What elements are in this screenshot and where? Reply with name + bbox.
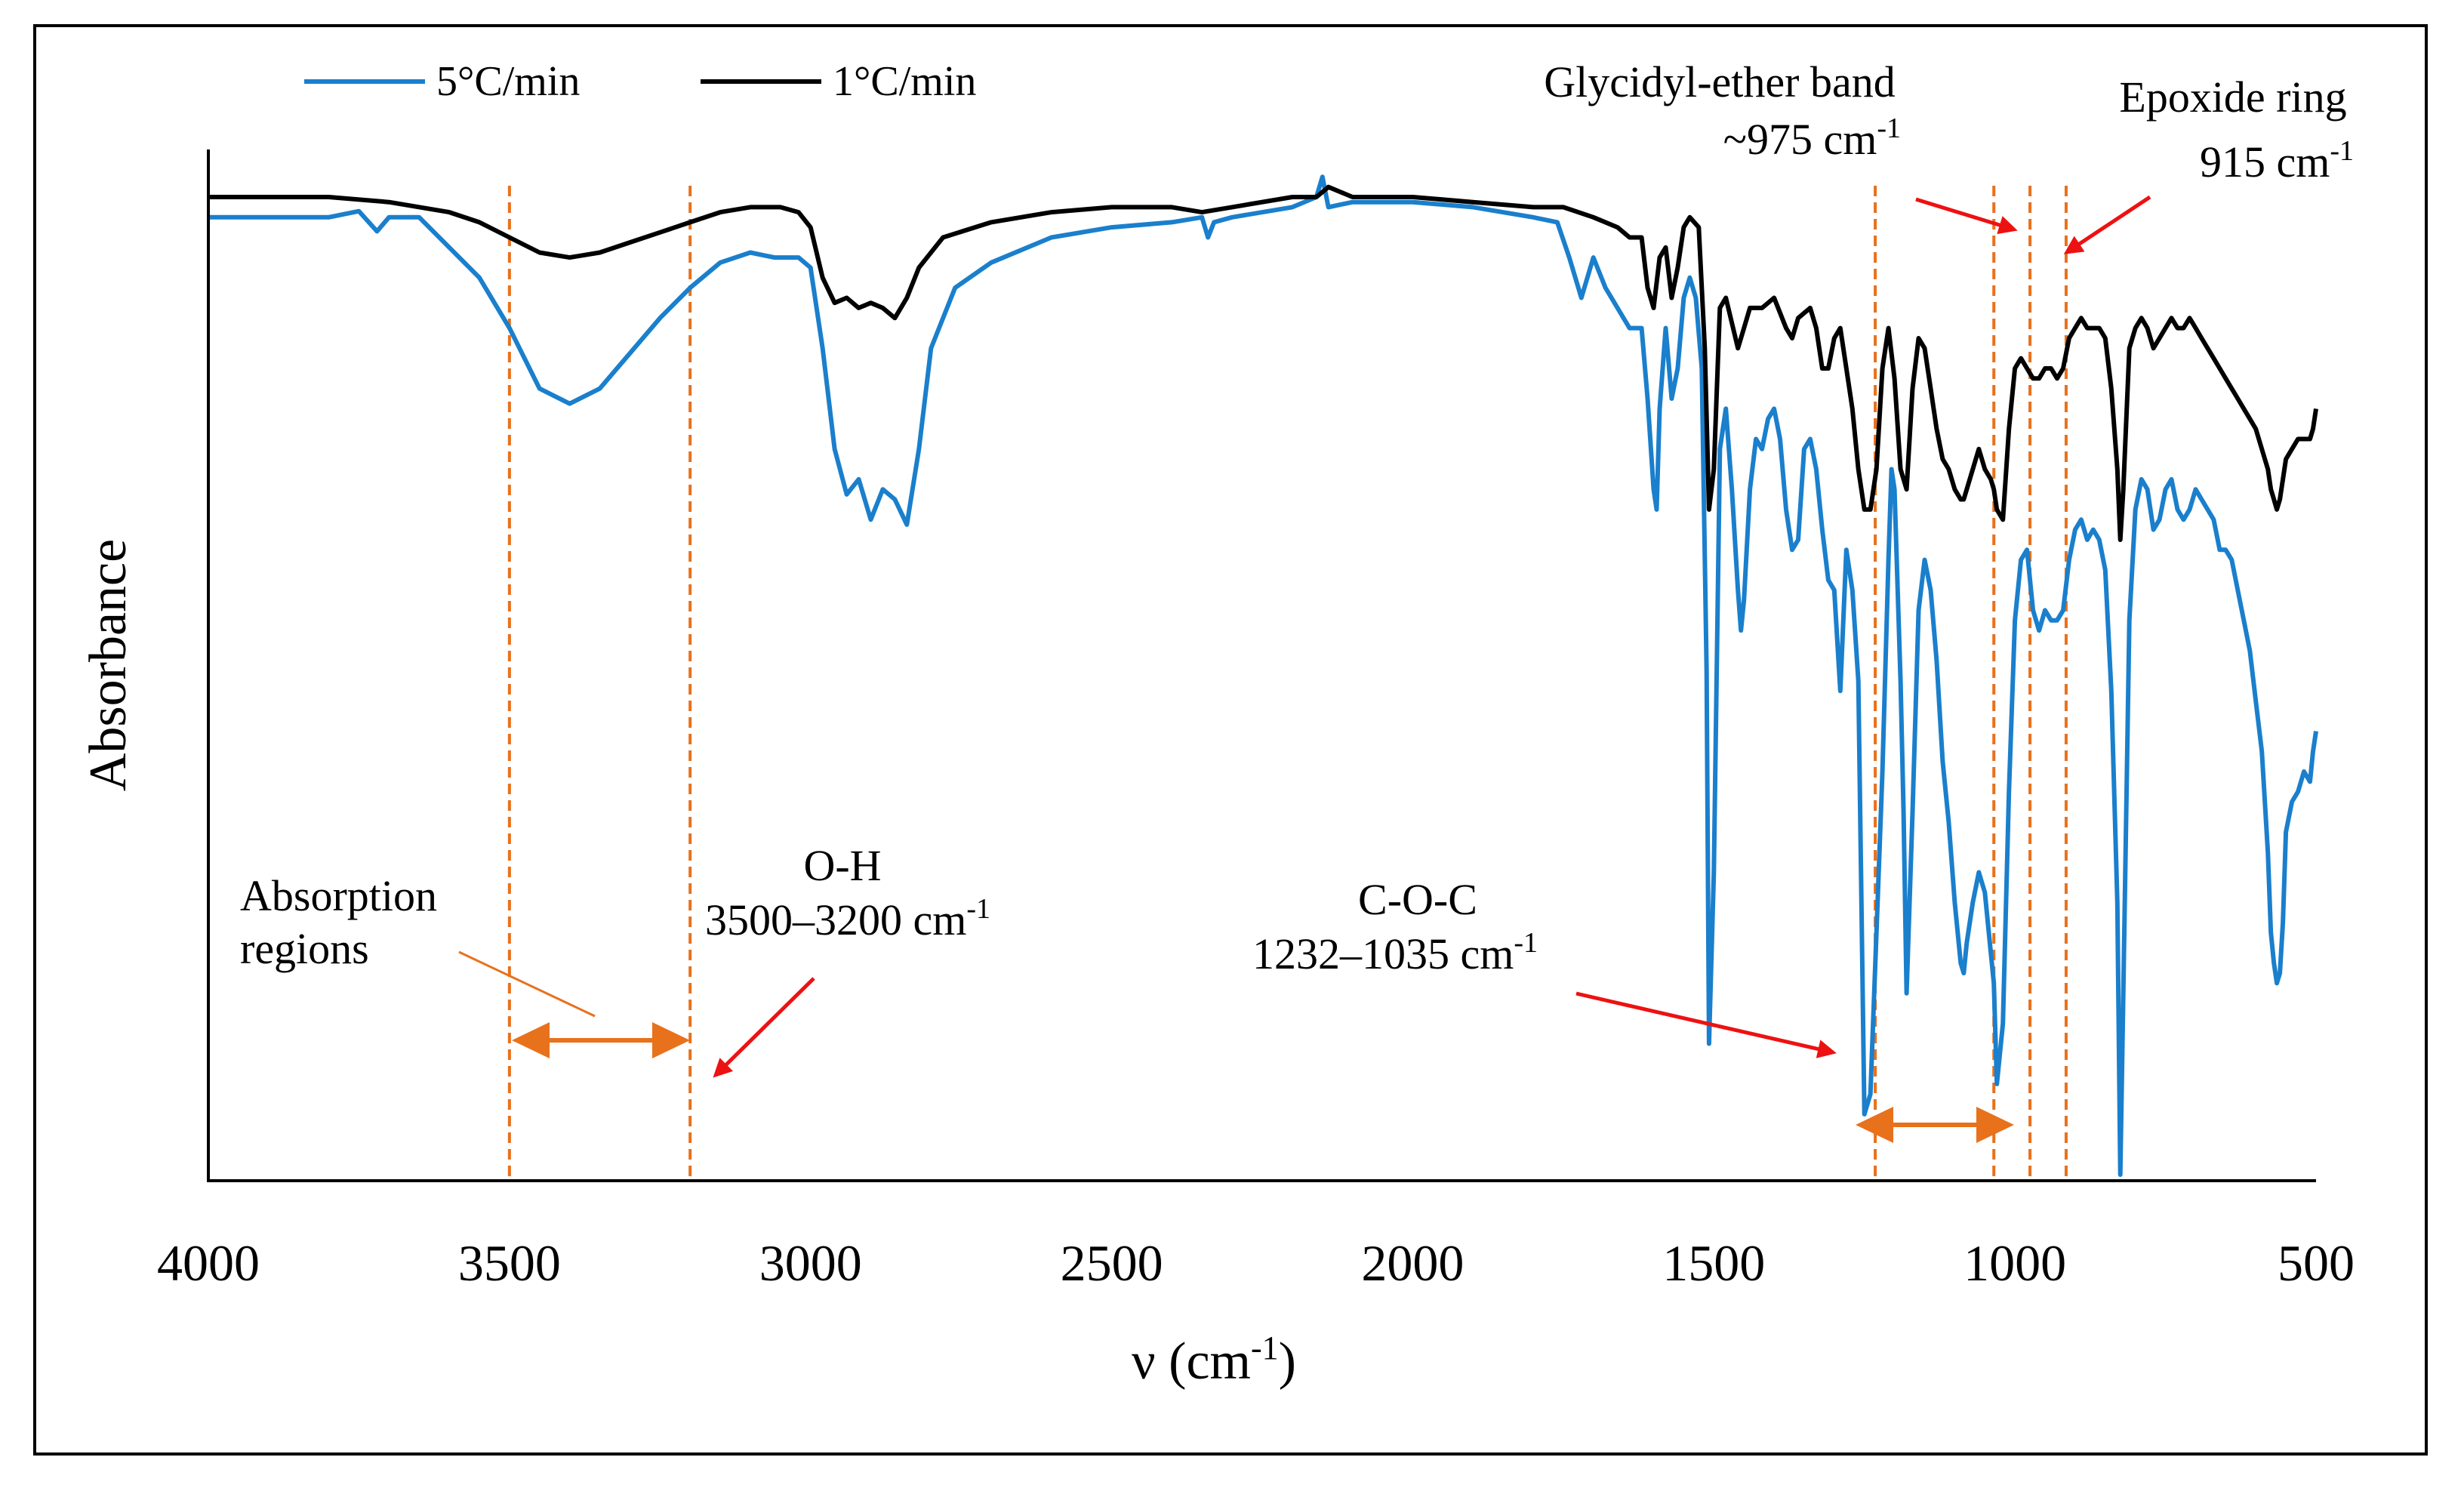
coc-range-label: 1232–1035 cm-1: [1252, 927, 1538, 978]
coc-range-arrowhead-right: [1976, 1107, 2014, 1143]
x-tick-label-3500: 3500: [458, 1234, 561, 1292]
coc-label: C-O-C: [1358, 875, 1477, 924]
oh-range-label: 3500–3200 cm-1: [705, 893, 990, 944]
coc-annotation: C-O-C 1232–1035 cm-1: [1252, 875, 1837, 1058]
series-line-1c-per-min: [208, 184, 2318, 542]
x-tick-label-1000: 1000: [1964, 1234, 2066, 1292]
absorption-regions-leader: [458, 950, 596, 1018]
legend-label-5c: 5°C/min: [436, 58, 580, 105]
ftir-chart: 4000 3500 3000 2500 2000 1500 1000 500 Absorban…: [79, 57, 2355, 1391]
x-axis-label: ν (cm-1): [1132, 1329, 1296, 1391]
x-tick-label-4000: 4000: [157, 1234, 260, 1292]
x-tick-label-2500: 2500: [1061, 1234, 1163, 1292]
x-tick-label-1500: 1500: [1662, 1234, 1765, 1292]
x-tick-label-3000: 3000: [759, 1234, 862, 1292]
absorption-regions-annotation: Absorption regions: [240, 871, 2014, 1143]
y-axis-label: Absorbance: [79, 539, 137, 791]
x-tick-labels: 4000 3500 3000 2500 2000 1500 1000 500: [157, 1234, 2355, 1292]
glycidyl-label: Glycidyl-ether band: [1544, 57, 1895, 106]
absorption-regions-label-1: Absorption: [240, 871, 437, 920]
oh-arrow: [713, 977, 815, 1078]
x-tick-label-500: 500: [2278, 1234, 2355, 1292]
oh-range-arrowhead-right: [652, 1022, 690, 1058]
coc-range-arrowhead-left: [1856, 1107, 1893, 1143]
coc-arrow: [1575, 991, 1837, 1058]
glycidyl-value-label: ~975 cm-1: [1723, 112, 1901, 164]
legend-label-1c: 1°C/min: [833, 58, 976, 105]
oh-annotation: O-H 3500–3200 cm-1: [705, 841, 990, 1078]
absorption-regions-label-2: regions: [240, 924, 369, 973]
x-tick-label-2000: 2000: [1361, 1234, 1464, 1292]
region-lines: [507, 186, 2068, 1181]
epoxide-label: Epoxide ring: [2119, 72, 2346, 122]
oh-range-arrowhead-left: [512, 1022, 550, 1058]
series-line-5c-per-min: [208, 174, 2318, 1177]
series-layer: [208, 174, 2318, 1177]
glycidyl-arrow: [1915, 197, 2018, 235]
glycidyl-annotation: Glycidyl-ether band ~975 cm-1: [1544, 57, 2018, 235]
oh-label: O-H: [803, 841, 881, 890]
figure-frame: 4000 3500 3000 2500 2000 1500 1000 500 Absorban…: [33, 24, 2428, 1456]
epoxide-arrow: [2063, 195, 2151, 254]
legend: 5°C/min 1°C/min: [304, 58, 976, 105]
epoxide-annotation: Epoxide ring 915 cm-1: [2063, 72, 2354, 254]
epoxide-value-label: 915 cm-1: [2200, 135, 2354, 186]
